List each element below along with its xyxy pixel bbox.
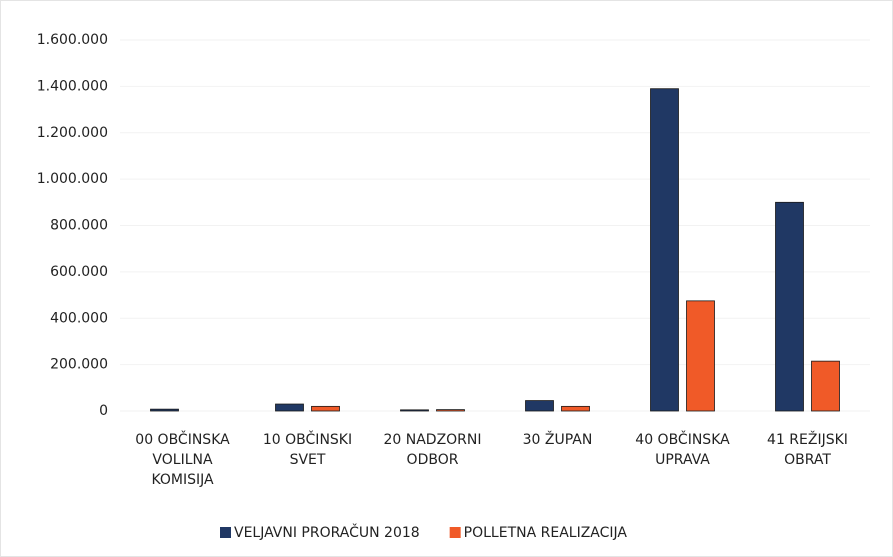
y-tick-label: 800.000 <box>50 218 108 234</box>
y-tick-label: 0 <box>99 403 108 419</box>
x-tick-label: 00 OBČINSKA VOLILNA KOMISIJA <box>135 430 230 488</box>
bar <box>525 400 554 412</box>
legend-swatch <box>220 527 231 538</box>
bar <box>311 405 340 412</box>
x-tick-label: 10 OBČINSKI SVET <box>263 430 352 468</box>
y-tick-label: 1.400.000 <box>37 78 108 94</box>
bar <box>436 409 465 412</box>
x-tick-label: 20 NADZORNI ODBOR <box>383 432 481 468</box>
y-tick-label: 1.000.000 <box>37 171 108 187</box>
x-tick-label: 40 OBČINSKA UPRAVA <box>635 430 730 468</box>
bar <box>650 88 679 412</box>
x-tick-label: 41 REŽIJSKI OBRAT <box>767 430 848 468</box>
legend-label: VELJAVNI PRORAČUN 2018 <box>234 523 420 541</box>
y-tick-label: 400.000 <box>50 310 108 326</box>
bar <box>561 405 590 412</box>
legend-label: POLLETNA REALIZACIJA <box>464 525 628 541</box>
bar <box>686 300 715 412</box>
bar <box>275 403 304 412</box>
legend-swatch <box>449 527 461 538</box>
bar <box>400 409 429 412</box>
bar <box>775 201 804 412</box>
y-tick-label: 1.600.000 <box>37 32 108 48</box>
y-tick-label: 600.000 <box>50 264 108 280</box>
y-tick-label: 200.000 <box>50 357 108 373</box>
y-tick-label: 1.200.000 <box>37 125 108 141</box>
x-tick-label: 30 ŽUPAN <box>523 430 593 448</box>
bar <box>150 408 179 412</box>
bar <box>811 360 840 412</box>
